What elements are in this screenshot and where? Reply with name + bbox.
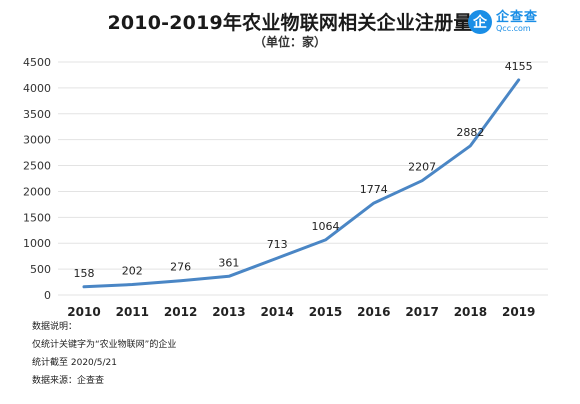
data-label: 4155 <box>505 60 533 73</box>
data-label: 713 <box>267 238 288 251</box>
x-tick-label: 2017 <box>405 305 438 319</box>
brand-logo: 企 企查查 Qcc.com <box>468 10 538 34</box>
note-scope: 仅统计关键字为“农业物联网”的企业 <box>32 340 177 350</box>
data-label: 2207 <box>408 161 436 174</box>
x-tick-label: 2013 <box>212 305 245 319</box>
y-tick-label: 4500 <box>23 56 51 69</box>
chart-subtitle: （单位：家） <box>253 35 326 49</box>
y-tick-label: 2500 <box>23 160 51 173</box>
x-tick-label: 2018 <box>454 305 487 319</box>
data-label: 202 <box>122 265 143 278</box>
data-label: 1064 <box>312 220 340 233</box>
y-tick-label: 3000 <box>23 134 51 147</box>
x-tick-label: 2011 <box>116 305 149 319</box>
y-tick-label: 0 <box>44 289 51 302</box>
series-line <box>82 78 521 289</box>
brand-text: 企查查 Qcc.com <box>496 11 538 33</box>
data-label: 276 <box>170 261 191 274</box>
y-tick-label: 1500 <box>23 211 51 224</box>
y-tick-label: 1000 <box>23 237 51 250</box>
data-label: 158 <box>74 267 95 280</box>
y-tick-label: 3500 <box>23 108 51 121</box>
x-tick-label: 2012 <box>164 305 197 319</box>
y-tick-label: 4000 <box>23 82 51 95</box>
brand-mark-icon: 企 <box>468 10 492 34</box>
x-tick-label: 2010 <box>67 305 100 319</box>
data-label: 1774 <box>360 183 388 196</box>
x-tick-label: 2014 <box>260 305 293 319</box>
data-label: 361 <box>218 256 239 269</box>
brand-name: 企查查 <box>496 9 539 25</box>
x-tick-label: 2015 <box>309 305 342 319</box>
y-tick-label: 500 <box>30 263 51 276</box>
x-tick-label: 2016 <box>357 305 390 319</box>
brand-domain: Qcc.com <box>496 23 531 33</box>
data-label: 2882 <box>456 126 484 139</box>
note-source: 数据来源：企查查 <box>32 376 105 386</box>
line-chart: 0 500 1000 1500 2000 2500 3000 3500 4000 4500 2010… <box>23 56 548 319</box>
y-tick-label: 2000 <box>23 185 51 198</box>
note-cutoff-date: 统计截至 2020/5/21 <box>32 358 118 368</box>
note-heading: 数据说明： <box>32 322 78 332</box>
data-notes: 数据说明： 仅统计关键字为“农业物联网”的企业 统计截至 2020/5/21 数… <box>32 323 176 395</box>
chart-title: 2010-2019年农业物联网相关企业注册量 <box>107 12 473 34</box>
x-tick-label: 2019 <box>502 305 535 319</box>
